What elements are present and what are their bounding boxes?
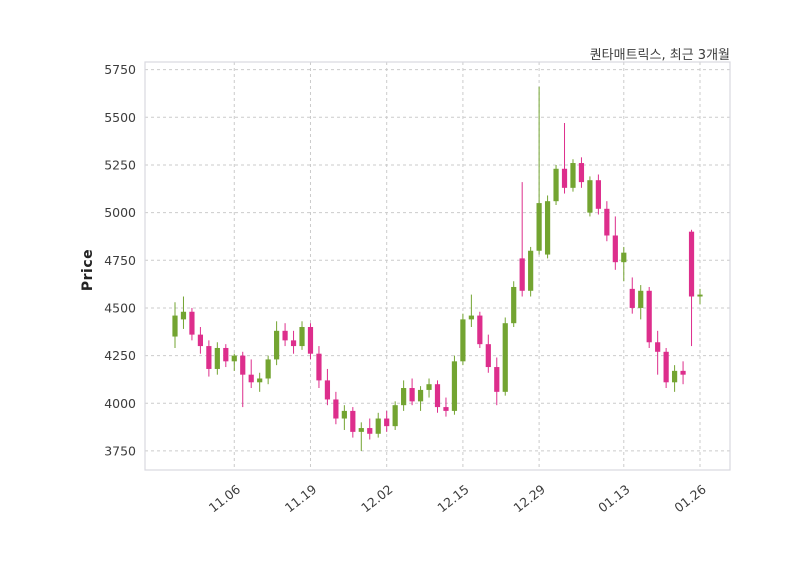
x-tick-label: 01.13 xyxy=(595,482,632,516)
candle-body-up xyxy=(274,330,280,360)
candle-body-up xyxy=(697,294,703,297)
candle-body-down xyxy=(612,235,618,263)
x-tick-label: 11.19 xyxy=(282,482,319,516)
y-tick-label: 4500 xyxy=(104,300,136,315)
candle-body-up xyxy=(502,323,508,392)
candle-body-up xyxy=(553,168,559,202)
x-tick-label: 12.15 xyxy=(434,482,471,516)
candle-body-up xyxy=(265,359,271,379)
candle-body-up xyxy=(536,203,542,251)
candle-body-up xyxy=(528,250,534,291)
candle-body-up xyxy=(544,201,551,255)
y-tick-label: 5500 xyxy=(104,110,136,125)
candle-body-up xyxy=(214,347,220,369)
candle-body-up xyxy=(417,389,424,402)
candle-body-down xyxy=(307,327,314,354)
candle-body-down xyxy=(223,347,229,362)
candle-body-up xyxy=(426,384,432,390)
y-tick-label: 5250 xyxy=(104,157,136,172)
candle-body-down xyxy=(477,315,483,345)
candle-body-down xyxy=(646,290,652,343)
candle-body-up xyxy=(468,315,474,320)
x-tick-label: 11.06 xyxy=(206,482,243,516)
x-tick-label: 12.02 xyxy=(358,482,395,516)
candle-body-down xyxy=(384,418,390,427)
candle-body-up xyxy=(257,378,263,383)
candle-body-down xyxy=(316,353,322,381)
candle-body-down xyxy=(578,163,585,183)
candle-body-up xyxy=(358,428,364,432)
y-tick-label: 3750 xyxy=(104,443,136,458)
candle-body-down xyxy=(485,344,491,368)
candle-body-up xyxy=(375,418,381,434)
candle-body-up xyxy=(638,290,644,308)
candle-body-down xyxy=(561,168,568,188)
candle-body-down xyxy=(434,384,441,408)
candle-body-down xyxy=(443,407,449,411)
candle-body-up xyxy=(401,388,407,406)
candle-body-up xyxy=(671,370,678,383)
candle-body-down xyxy=(197,334,204,347)
candle-body-up xyxy=(231,355,237,362)
candle-body-down xyxy=(409,388,415,402)
candle-body-down xyxy=(240,355,246,375)
candle-body-down xyxy=(595,180,601,209)
candle-body-down xyxy=(519,258,525,291)
candle-body-down xyxy=(290,340,297,347)
candle-body-down xyxy=(604,208,610,236)
candle-body-up xyxy=(570,163,576,188)
candle-body-up xyxy=(180,311,187,320)
candle-body-up xyxy=(299,327,305,347)
candle-body-up xyxy=(451,361,458,411)
candle-body-up xyxy=(621,252,627,263)
candle-body-up xyxy=(460,319,466,362)
candle-body-down xyxy=(333,399,339,419)
y-tick-label: 5750 xyxy=(104,62,136,77)
candle-body-down xyxy=(350,410,356,432)
candle-body-down xyxy=(206,346,212,369)
candle-body-down xyxy=(494,367,500,392)
candle-body-up xyxy=(172,315,178,337)
y-tick-label: 4250 xyxy=(104,348,136,363)
y-tick-label: 4000 xyxy=(104,396,136,411)
x-tick-label: 12.29 xyxy=(511,482,548,516)
plot-border xyxy=(144,61,731,471)
candle-body-down xyxy=(688,231,695,297)
candle-body-down xyxy=(189,311,195,335)
candle-body-down xyxy=(655,342,661,352)
candle-body-down xyxy=(663,351,669,383)
candle-body-down xyxy=(282,330,288,341)
x-tick-label: 01.26 xyxy=(671,482,708,516)
chart-title: 퀀타매트릭스, 최근 3개월 xyxy=(589,48,730,63)
candle-body-up xyxy=(392,405,398,427)
candle-body-up xyxy=(511,286,517,324)
candle-body-up xyxy=(341,410,347,419)
y-tick-label: 4750 xyxy=(104,253,136,268)
candle-body-down xyxy=(248,374,254,383)
y-tick-label: 5000 xyxy=(104,205,136,220)
candle-body-down xyxy=(629,288,635,308)
candle-body-up xyxy=(587,180,593,213)
candle-body-down xyxy=(367,428,373,434)
candle-body-down xyxy=(680,370,686,375)
candle-body-down xyxy=(324,380,331,400)
